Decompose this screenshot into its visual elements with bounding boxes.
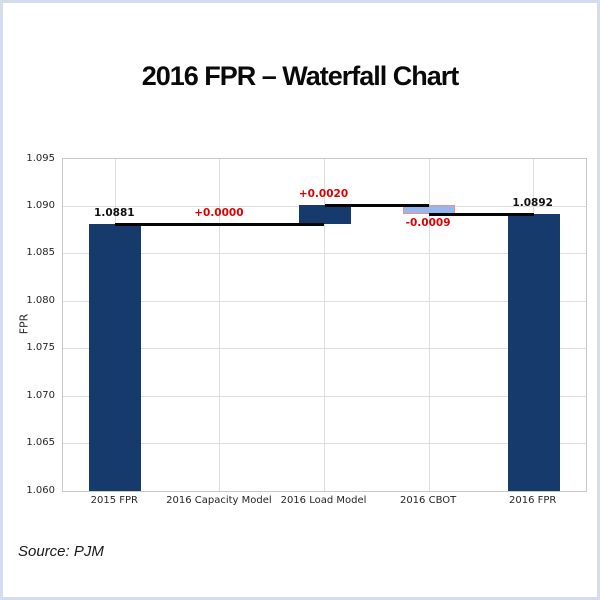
value-label: +0.0000: [194, 207, 244, 220]
y-tick-label: 1.090: [26, 199, 55, 211]
y-tick-label: 1.095: [26, 152, 55, 164]
y-tick-label: 1.065: [26, 437, 55, 449]
value-label: 1.0892: [512, 197, 553, 210]
x-tick-label: 2016 Capacity Model: [166, 495, 272, 506]
x-tick-label: 2016 CBOT: [399, 495, 457, 506]
connector-line: [429, 212, 534, 216]
value-label: 1.0881: [94, 207, 135, 220]
gridline-v: [219, 159, 221, 491]
bar-2016-fpr: [507, 214, 560, 491]
x-tick-label: 2016 FPR: [509, 495, 557, 506]
y-tick-label: 1.080: [26, 294, 55, 306]
source-note: Source: PJM: [18, 543, 104, 560]
y-tick-label: 1.075: [26, 342, 55, 354]
bar-2015-fpr: [89, 224, 142, 491]
connector-line: [324, 203, 430, 207]
connector-line: [115, 222, 325, 226]
y-tick-label: 1.060: [26, 484, 55, 496]
x-tick-label: 2015 FPR: [90, 495, 138, 506]
gridline-v: [428, 159, 430, 491]
y-tick-label: 1.085: [26, 247, 55, 259]
y-axis-label: FPR: [17, 313, 31, 335]
y-tick-label: 1.070: [26, 389, 55, 401]
chart-title: 2016 FPR – Waterfall Chart: [141, 61, 460, 91]
x-tick-label: 2016 Load Model: [280, 495, 367, 506]
value-label: +0.0020: [298, 188, 349, 201]
plot-area: [62, 158, 587, 492]
bar-2016-load-model: [298, 205, 351, 225]
gridline-v: [324, 159, 325, 491]
value-label: -0.0009: [405, 217, 451, 230]
